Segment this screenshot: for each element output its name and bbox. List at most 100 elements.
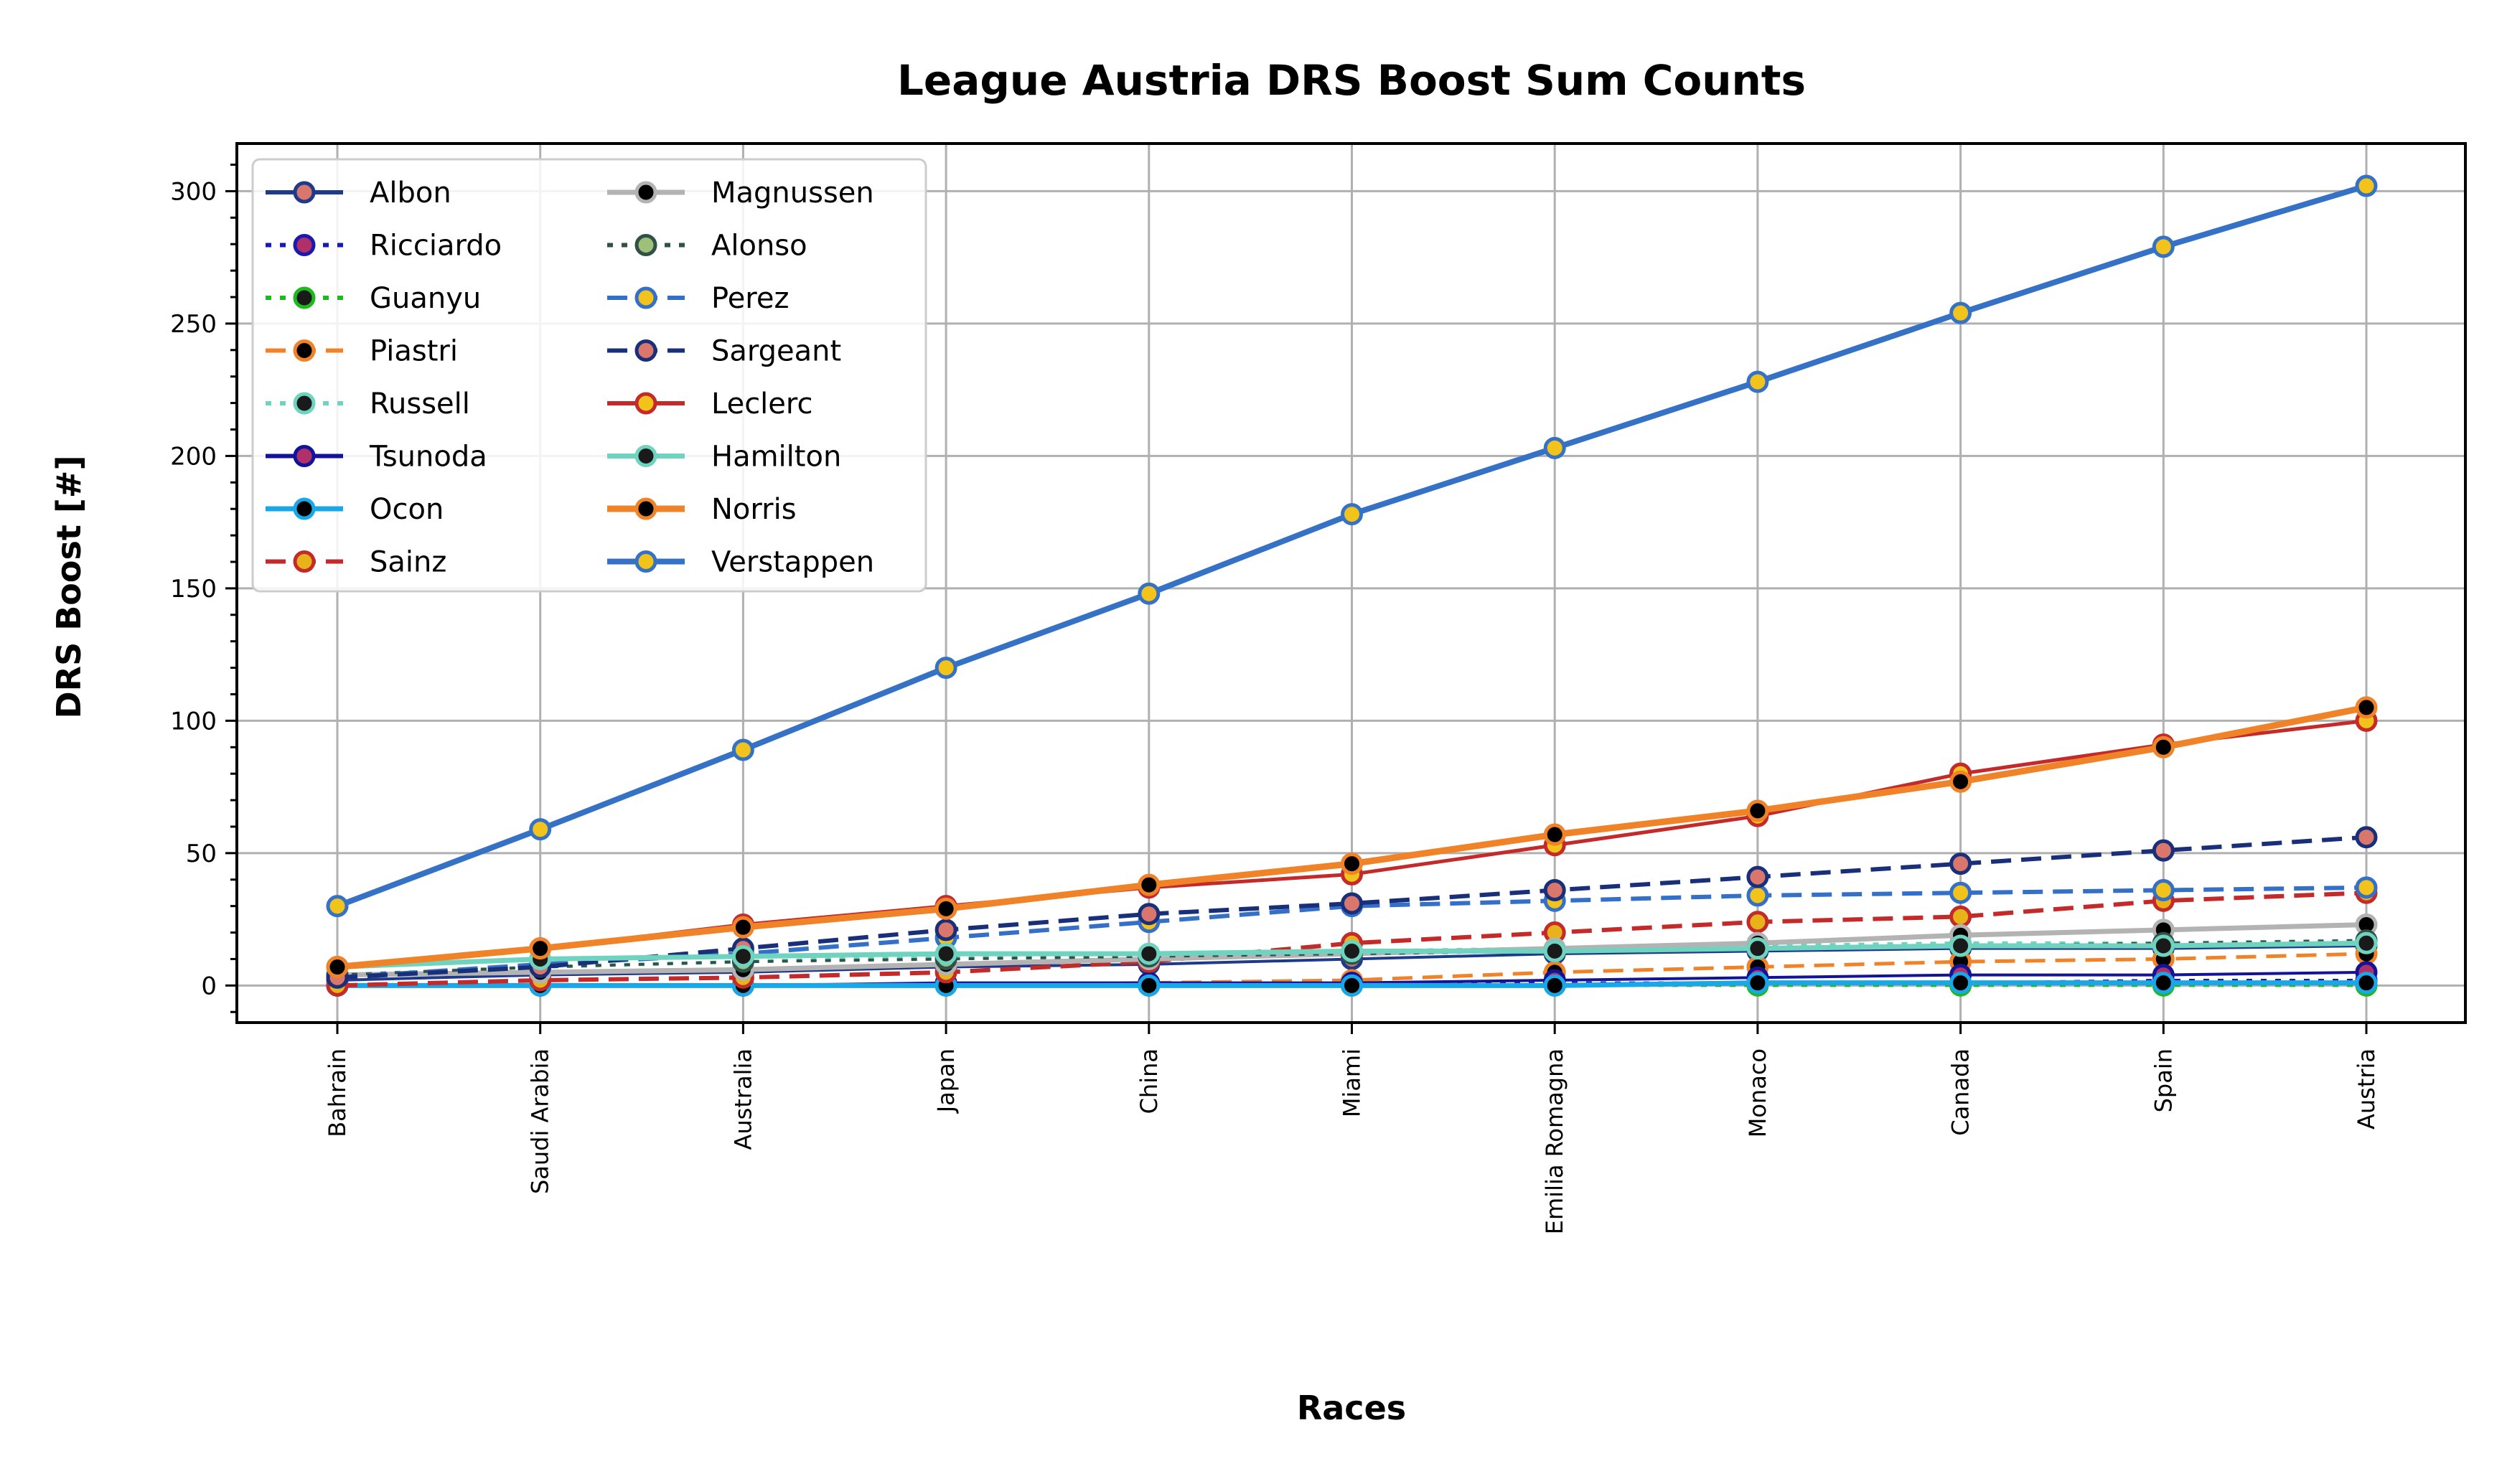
x-tick-label: China [1135, 1048, 1163, 1114]
legend-label: Piastri [370, 335, 458, 368]
series-norris [326, 696, 2378, 979]
data-point [2152, 736, 2175, 759]
data-point [731, 916, 754, 939]
legend-box [251, 158, 927, 593]
data-point [2152, 879, 2175, 902]
legend-marker [634, 497, 657, 520]
legend-item-piastri: Piastri [266, 335, 458, 368]
data-point [1949, 934, 1972, 957]
legend-marker [293, 181, 316, 204]
legend-item-leclerc: Leclerc [607, 388, 812, 421]
data-point [1949, 853, 1972, 875]
data-point [1138, 942, 1161, 965]
legend-item-verstappen: Verstappen [607, 546, 874, 579]
data-point [1746, 911, 1769, 934]
y-tick-label: 150 [170, 575, 217, 604]
legend-label: Ocon [370, 493, 444, 526]
data-point [2355, 931, 2378, 954]
legend-label: Magnussen [711, 177, 874, 210]
data-point [1543, 879, 1566, 902]
legend-marker [634, 181, 657, 204]
data-point [1138, 582, 1161, 605]
legend-marker [293, 234, 316, 256]
data-point [2355, 972, 2378, 995]
legend-item-norris: Norris [607, 493, 797, 526]
legend-label: Hamilton [711, 441, 841, 474]
y-axis-label: DRS Boost [#] [50, 456, 88, 719]
legend-marker [634, 445, 657, 467]
legend-item-sargeant: Sargeant [607, 335, 841, 368]
data-point [934, 919, 957, 941]
legend-label: Alonso [711, 230, 807, 263]
data-point [1746, 799, 1769, 822]
y-tick-label: 200 [170, 442, 217, 471]
legend-label: Russell [370, 388, 470, 421]
legend-marker [293, 497, 316, 520]
legend-item-albon: Albon [266, 177, 451, 210]
data-point [1138, 974, 1161, 997]
data-point [1949, 905, 1972, 928]
x-axis: Bahrain Saudi Arabia Australia Japan China Mi… [324, 1023, 2380, 1234]
data-point [1543, 974, 1566, 997]
legend-marker [634, 286, 657, 309]
data-point [1138, 873, 1161, 896]
y-tick-label: 300 [170, 177, 217, 206]
legend-label: Albon [370, 177, 451, 210]
data-point [934, 657, 957, 680]
legend-marker [634, 392, 657, 415]
chart-title: League Austria DRS Boost Sum Counts [897, 56, 1806, 105]
legend-marker [293, 550, 316, 573]
data-point [2355, 174, 2378, 197]
data-point [529, 937, 552, 960]
data-point [934, 897, 957, 920]
legend-marker [634, 550, 657, 573]
x-axis-label: Races [1297, 1389, 1406, 1427]
series-layer [326, 174, 2378, 997]
data-point [1341, 939, 1363, 962]
legend-marker [293, 286, 316, 309]
legend-item-russell: Russell [266, 388, 470, 421]
data-point [2152, 235, 2175, 258]
data-point [2152, 972, 2175, 995]
legend-item-tsunoda: Tsunoda [266, 441, 487, 474]
data-point [1949, 972, 1972, 995]
legend-item-sainz: Sainz [266, 546, 446, 579]
series-line [337, 891, 2367, 988]
legend-label: Tsunoda [369, 441, 487, 474]
x-tick-label: Spain [2150, 1048, 2177, 1112]
data-point [326, 956, 349, 979]
legend-label: Sainz [370, 546, 446, 579]
legend-label: Guanyu [370, 282, 481, 315]
y-tick-label: 50 [186, 840, 217, 868]
legend-label: Verstappen [711, 546, 874, 579]
data-point [2355, 696, 2378, 719]
data-point [1341, 853, 1363, 875]
data-point [1543, 436, 1566, 459]
x-tick-label: Miami [1339, 1048, 1366, 1117]
legend-item-perez: Perez [607, 282, 789, 315]
x-tick-label: Austria [2353, 1048, 2380, 1130]
legend-label: Norris [711, 493, 797, 526]
data-point [1746, 884, 1769, 907]
legend: Albon Ricciardo Guanyu Piastri Russell Tsunod… [251, 158, 927, 593]
series-verstappen [326, 174, 2378, 918]
x-tick-label: Australia [729, 1048, 756, 1150]
y-tick-label: 0 [201, 972, 217, 1000]
data-point [2355, 876, 2378, 899]
legend-item-alonso: Alonso [607, 230, 807, 263]
legend-item-ricciardo: Ricciardo [266, 230, 502, 263]
data-point [2152, 934, 2175, 957]
legend-label: Leclerc [711, 388, 812, 421]
x-tick-label: Japan [932, 1048, 960, 1114]
legend-marker [634, 339, 657, 362]
series-line [337, 835, 2367, 980]
legend-marker [293, 445, 316, 467]
data-point [529, 818, 552, 841]
data-point [1341, 974, 1363, 997]
x-tick-label: Emilia Romagna [1541, 1048, 1568, 1234]
data-point [2355, 826, 2378, 849]
data-point [326, 895, 349, 918]
data-point [731, 945, 754, 968]
data-point [731, 738, 754, 761]
